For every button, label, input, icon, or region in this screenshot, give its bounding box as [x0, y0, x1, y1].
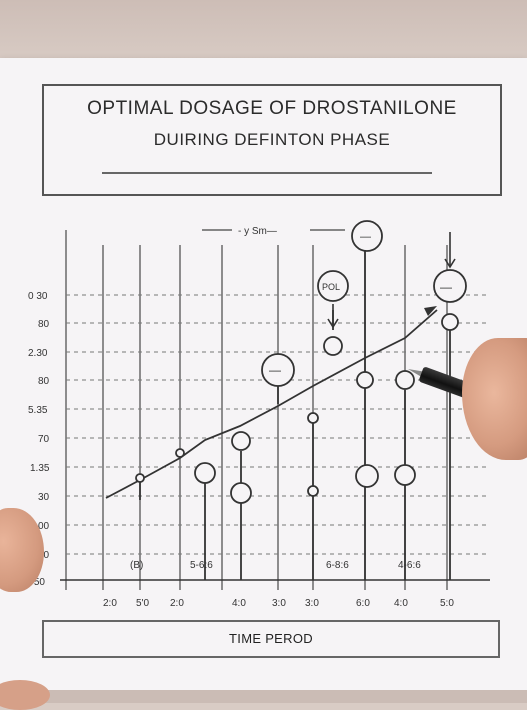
circle-mark: — [269, 363, 281, 377]
circle-mark: POL [322, 282, 340, 292]
chart-area: 0 30 80 2.30 80 5.35 70 1.35 30 00 50 +5… [0, 200, 527, 620]
circle-mark-labels: POL — — — [269, 231, 452, 377]
x-label: 3:0 [272, 598, 286, 609]
y-label: 5.35 [28, 405, 48, 416]
data-point-large [317, 270, 349, 302]
x-label: 2:0 [103, 598, 117, 609]
x-label: 5:0 [440, 598, 454, 609]
data-point [230, 482, 252, 504]
y-label: 00 [38, 521, 50, 532]
circle-mark: — [360, 231, 371, 243]
lollipop-markers [135, 220, 467, 580]
annotation: 6-8:6 [326, 560, 349, 571]
data-point [355, 464, 379, 488]
data-point [175, 448, 185, 458]
data-point-large [261, 353, 295, 387]
desk-background-top [0, 0, 527, 62]
title-line-2: DUIRING DEFINTON PHASE [153, 130, 391, 149]
trend-arrowhead [424, 306, 437, 316]
y-label: 0 30 [28, 291, 48, 302]
chart-annotations: (B) 5-6:6 6-8:6 4-6:6 - y Sm— [130, 226, 421, 571]
data-point [323, 336, 343, 356]
left-hand-lower [0, 680, 50, 710]
circle-mark: — [440, 280, 452, 294]
x-label: 4:0 [232, 598, 246, 609]
annotation: 5-6:6 [190, 560, 213, 571]
y-label: +50 [28, 577, 45, 588]
down-arrows [327, 232, 456, 329]
y-label: 80 [38, 376, 50, 387]
trend-line [105, 309, 438, 499]
data-point-large [351, 220, 383, 252]
data-point [356, 371, 374, 389]
vertical-gridlines [65, 230, 448, 590]
desk-background-bottom [0, 690, 527, 703]
y-label: 1.35 [30, 463, 50, 474]
data-point [441, 313, 459, 331]
data-point [231, 431, 251, 451]
data-point [395, 370, 415, 390]
x-label: 6:0 [356, 598, 370, 609]
title-line-1: OPTIMAL DOSAGE OF DROSTANILONE [87, 98, 457, 119]
data-point [394, 464, 416, 486]
arrow-head [327, 318, 339, 329]
y-label: 80 [38, 319, 50, 330]
y-label: 2.30 [28, 348, 48, 359]
data-point [307, 412, 319, 424]
title-box: OPTIMAL DOSAGE OF DROSTANILONE DUIRING D… [42, 84, 502, 196]
data-point [194, 462, 216, 484]
y-label: 30 [38, 492, 50, 503]
annotation: 4-6:6 [398, 560, 421, 571]
x-label: 5'0 [136, 598, 149, 609]
data-point [307, 485, 319, 497]
data-point-large [433, 269, 467, 303]
x-axis-title-box: TIME PEROD [42, 620, 500, 658]
x-label: 2:0 [170, 598, 184, 609]
x-label: 4:0 [394, 598, 408, 609]
chart-svg: 0 30 80 2.30 80 5.35 70 1.35 30 00 50 +5… [28, 220, 490, 609]
x-axis-title: TIME PEROD [229, 631, 313, 646]
y-label: 70 [38, 434, 50, 445]
x-axis-labels: 2:0 5'0 2:0 4:0 3:0 3:0 6:0 4:0 5:0 [103, 598, 454, 609]
top-label: - y Sm— [238, 226, 277, 237]
x-label: 3:0 [305, 598, 319, 609]
annotation: (B) [130, 560, 143, 571]
data-point [135, 473, 145, 483]
title-underline [102, 172, 432, 174]
arrow-head [444, 258, 456, 269]
